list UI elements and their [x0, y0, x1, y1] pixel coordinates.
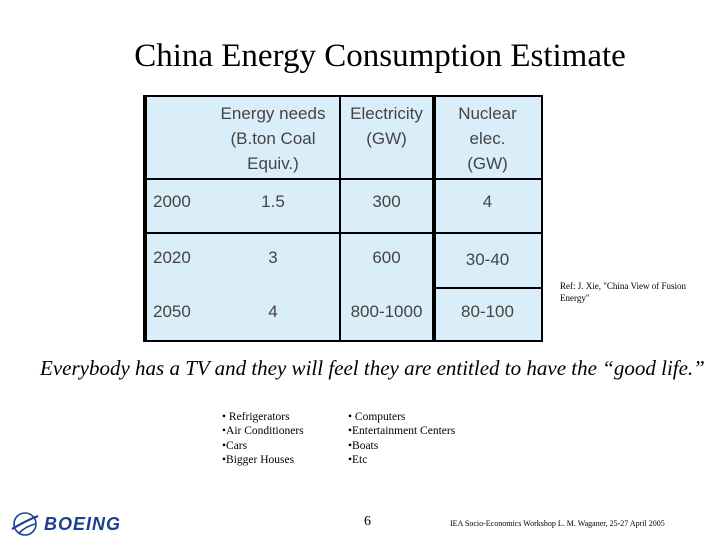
table-row-2020-year: 2020	[153, 248, 191, 267]
list-item: •Bigger Houses	[222, 453, 295, 466]
slide-title: China Energy Consumption Estimate	[134, 38, 626, 74]
table-row-2000-electricity: 300	[372, 192, 401, 211]
list-item: •Cars	[222, 439, 248, 452]
boeing-logo: BOEING	[10, 507, 121, 541]
boeing-logo-icon	[11, 512, 39, 536]
table-row-2000-year: 2000	[153, 192, 191, 211]
list-right: • Computers •Entertainment Centers •Boat…	[348, 410, 455, 467]
footer-text: IEA Socio-Economics Workshop L. M. Wagan…	[450, 519, 665, 528]
list-left: • Refrigerators •Air Conditioners •Cars …	[222, 410, 304, 467]
table-header-energy-needs: Energy needs (B.ton Coal Equiv.)	[220, 104, 326, 173]
boeing-logo-text: BOEING	[44, 513, 122, 534]
list-item: •Boats	[348, 439, 379, 452]
list-item: •Entertainment Centers	[348, 425, 456, 438]
list-item: •Air Conditioners	[222, 425, 304, 438]
table-row-2020-energy: 3	[268, 248, 278, 267]
table-row-2000-nuclear: 4	[482, 192, 493, 211]
reference-note: Ref: J. Xie, "China View of Fusion Energ…	[560, 281, 686, 303]
list-item: •Etc	[348, 453, 368, 466]
table-row-2020-electricity: 600	[372, 248, 401, 267]
table-row-2020-nuclear: 30-40	[465, 250, 510, 269]
table-row-2050-energy: 4	[268, 302, 278, 321]
table-header-electricity: Electricity (GW)	[350, 104, 423, 148]
table-row-2050-nuclear: 80-100	[461, 302, 514, 321]
quote-text: Everybody has a TV and they will feel th…	[40, 356, 705, 380]
page-number: 6	[364, 514, 371, 529]
list-item: • Computers	[348, 411, 406, 423]
table-header-nuclear: Nuclear elec. (GW)	[458, 104, 517, 173]
energy-table: Energy needs (B.ton Coal Equiv.) Electri…	[143, 95, 543, 342]
table-row-2050-year: 2050	[153, 302, 191, 321]
list-item: • Refrigerators	[222, 411, 290, 423]
table-row-2000-energy: 1.5	[261, 192, 285, 211]
table-row-2050-electricity: 800-1000	[350, 302, 423, 321]
